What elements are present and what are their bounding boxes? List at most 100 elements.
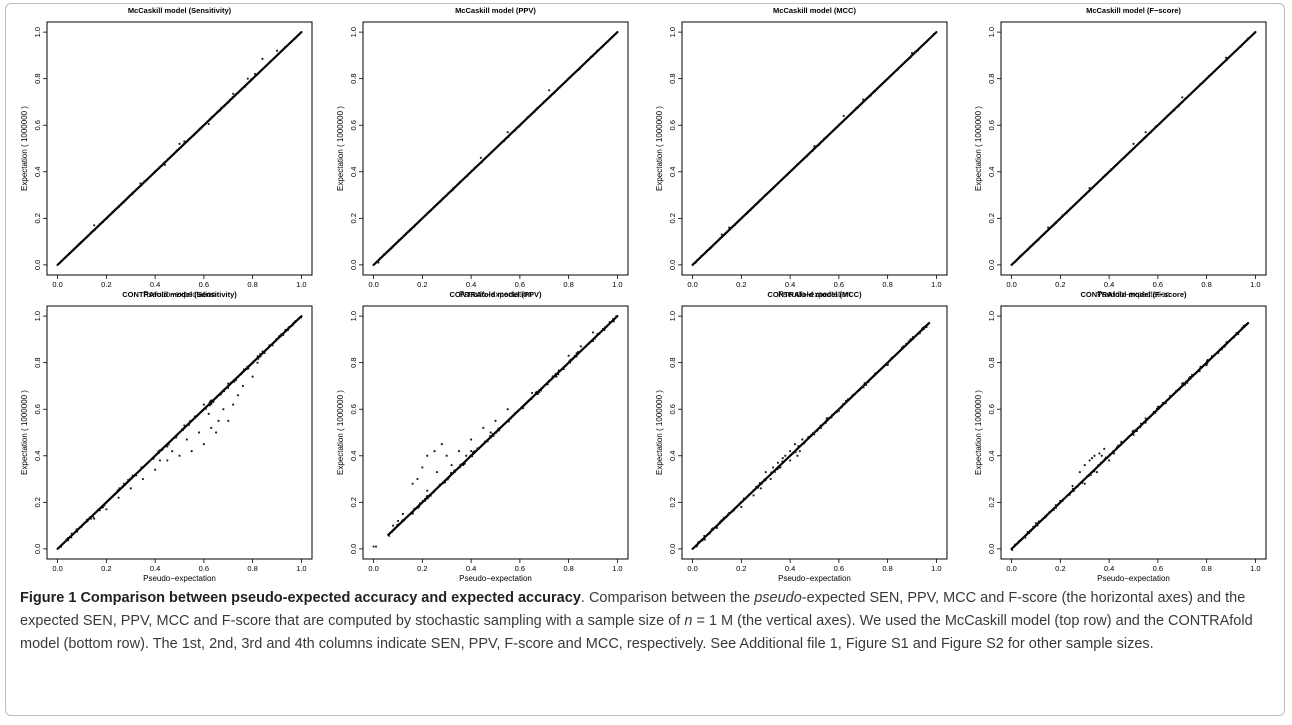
scatter-point: [216, 110, 219, 113]
y-tick-label: 0.0: [349, 544, 358, 554]
scatter-point: [174, 435, 176, 438]
scatter-point: [874, 372, 877, 375]
scatter-point: [1032, 525, 1035, 528]
scatter-point: [807, 154, 810, 156]
scatter-point: [776, 468, 779, 471]
scatter-point: [1104, 456, 1107, 459]
scatter-point: [161, 449, 164, 451]
scatter-point: [499, 141, 502, 144]
scatter-point: [268, 344, 271, 346]
scatter-point: [811, 150, 814, 153]
scatter-point: [1110, 167, 1113, 170]
scatter-point: [426, 454, 429, 457]
x-tick-label: 0.2: [736, 280, 746, 289]
scatter-point: [554, 372, 557, 375]
scatter-point: [291, 324, 294, 327]
x-tick-label: 0.2: [417, 280, 427, 289]
scatter-point: [91, 514, 94, 517]
panel-title: CONTRAfold model (Sensitivity): [122, 290, 237, 299]
scatter-point: [557, 371, 560, 373]
panel-title: CONTRAfold model (MCC): [767, 290, 862, 299]
scatter-point: [1129, 150, 1132, 153]
scatter-point: [193, 417, 196, 420]
x-tick-label: 0.2: [1055, 564, 1065, 573]
scatter-point: [1053, 223, 1056, 226]
scatter-point: [426, 495, 429, 498]
scatter-point: [1225, 56, 1228, 59]
scatter-point: [858, 104, 861, 107]
scatter-point: [162, 446, 165, 449]
scatter-point: [85, 518, 88, 521]
scatter-point: [1089, 474, 1092, 477]
scatter-point: [746, 212, 749, 215]
y-tick-label: 0.2: [349, 497, 358, 507]
y-tick-label: 0.6: [668, 404, 677, 414]
scatter-point: [1139, 422, 1142, 425]
scatter-point: [105, 217, 108, 220]
scatter-point: [513, 414, 515, 417]
scatter-point: [70, 536, 73, 539]
scatter-point: [910, 338, 912, 340]
scatter-point: [1230, 53, 1233, 56]
scatter-point: [89, 231, 92, 234]
figure-frame: [5, 3, 1285, 716]
scatter-point: [411, 512, 414, 515]
scatter-point: [882, 82, 884, 85]
scatter-point: [413, 507, 416, 510]
scatter-point: [903, 345, 905, 348]
scatter-point: [845, 399, 847, 402]
scatter-point: [590, 340, 593, 343]
y-tick-label: 0.2: [668, 497, 677, 507]
scatter-point: [837, 408, 840, 411]
scatter-point: [719, 520, 721, 523]
x-tick-label: 0.6: [834, 280, 844, 289]
scatter-point: [818, 144, 820, 146]
scatter-point: [709, 530, 712, 533]
y-tick-label: 0.0: [33, 260, 42, 270]
x-tick-label: 0.0: [52, 564, 62, 573]
scatter-point: [372, 545, 375, 548]
scatter-point: [846, 398, 849, 401]
scatter-point: [1021, 537, 1024, 540]
scatter-point: [855, 107, 857, 110]
scatter-point: [458, 466, 461, 469]
scatter-point: [299, 32, 302, 35]
scatter-point: [531, 112, 534, 115]
scatter-point: [730, 511, 732, 514]
x-tick-label: 0.4: [1104, 280, 1114, 289]
scatter-point: [448, 477, 450, 479]
scatter-point: [603, 326, 606, 329]
scatter-point: [380, 256, 383, 258]
scatter-point: [770, 472, 773, 475]
scatter-point: [244, 84, 247, 87]
scatter-point: [494, 419, 497, 422]
scatter-point: [779, 180, 781, 183]
scatter-point: [232, 403, 235, 406]
scatter-point: [568, 360, 571, 363]
scatter-point: [88, 233, 91, 236]
scatter-point: [531, 396, 534, 399]
scatter-point: [772, 471, 774, 473]
x-tick-label: 0.0: [687, 280, 697, 289]
x-tick-label: 0.8: [1201, 564, 1211, 573]
scatter-point: [615, 315, 618, 317]
scatter-point: [520, 407, 523, 410]
scatter-point: [210, 115, 213, 118]
scatter-point: [596, 49, 599, 52]
scatter-point: [481, 159, 484, 162]
scatter-point: [519, 124, 521, 127]
y-tick-label: 0.6: [33, 120, 42, 130]
x-tick-label: 0.0: [52, 280, 62, 289]
scatter-point: [813, 431, 816, 434]
scatter-point: [717, 524, 719, 527]
scatter-point: [440, 443, 443, 446]
x-tick-label: 0.0: [1006, 564, 1016, 573]
scatter-point: [867, 96, 870, 99]
x-tick-label: 0.8: [1201, 280, 1211, 289]
scatter-point: [1189, 375, 1191, 378]
scatter-point: [774, 471, 777, 473]
scatter-point: [518, 408, 521, 411]
scatter-point: [80, 526, 83, 528]
scatter-point: [397, 523, 400, 526]
scatter-point: [421, 466, 424, 469]
